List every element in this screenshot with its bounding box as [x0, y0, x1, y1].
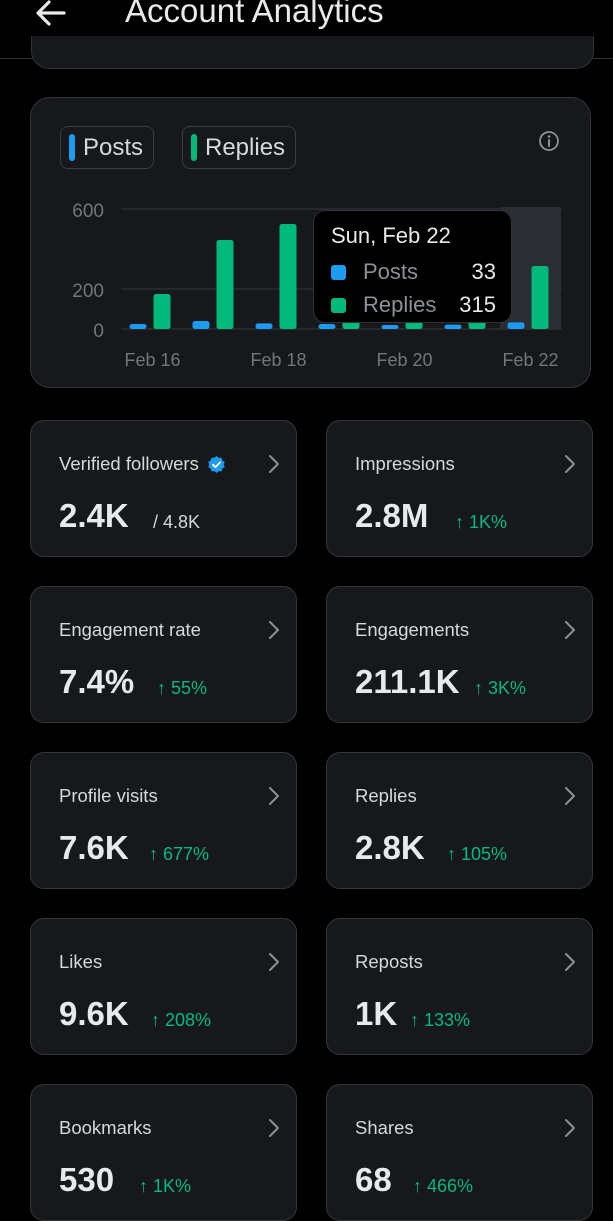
x-tick-label: Feb 20 [376, 350, 432, 370]
stat-card-profile-visits[interactable]: Profile visits 7.6K ↑ 677% [30, 752, 297, 889]
stat-label: Shares [355, 1117, 414, 1138]
legend-posts-toggle[interactable]: Posts [60, 126, 155, 169]
stat-value: 1K [355, 995, 398, 1032]
stat-value: 530 [59, 1161, 115, 1198]
tooltip-replies-swatch [331, 298, 346, 313]
y-tick-label: 200 [72, 281, 104, 302]
stat-card-impressions[interactable]: Impressions 2.8M ↑ 1K% [326, 420, 593, 557]
stat-card-replies[interactable]: Replies 2.8K ↑ 105% [326, 752, 593, 889]
stat-label: Replies [355, 785, 417, 806]
posts-bar [444, 324, 462, 329]
posts-color-swatch [69, 134, 75, 161]
posts-bar [381, 325, 399, 329]
stat-value: 2.4K [59, 497, 129, 534]
tooltip-date: Sun, Feb 22 [331, 223, 451, 248]
stat-card-verified-followers[interactable]: Verified followers 2.4K / 4.8K [30, 420, 297, 557]
stat-change: ↑ 677% [149, 844, 210, 864]
chart-tooltip: Sun, Feb 22 Posts 33 Replies 315 [313, 210, 512, 323]
stat-change: ↑ 55% [157, 678, 208, 698]
page-title: Account Analytics [125, 0, 384, 29]
replies-color-swatch [191, 134, 197, 161]
x-tick-label: Feb 22 [502, 350, 558, 370]
posts-bar [318, 324, 336, 329]
stat-label: Likes [59, 951, 103, 972]
stat-label: Engagement rate [59, 619, 201, 640]
stat-change: ↑ 133% [410, 1010, 471, 1030]
tooltip-posts-row: Posts 33 [331, 258, 496, 286]
posts-bar [192, 321, 210, 329]
chevron-right-icon [269, 1119, 279, 1137]
stat-label: Bookmarks [59, 1117, 152, 1138]
stat-change: ↑ 208% [151, 1010, 212, 1030]
replies-bar [279, 224, 297, 329]
chevron-right-icon [565, 1119, 575, 1137]
verified-badge-icon [208, 455, 225, 473]
stat-value: 68 [355, 1161, 392, 1198]
tooltip-posts-value: 33 [471, 259, 496, 284]
stat-label: Impressions [355, 453, 455, 474]
posts-bar [255, 323, 273, 329]
replies-bar [468, 321, 486, 329]
info-icon[interactable] [538, 130, 560, 152]
y-tick-label: 0 [93, 321, 104, 342]
replies-bar [216, 240, 234, 329]
stat-card-shares[interactable]: Shares 68 ↑ 466% [326, 1084, 593, 1221]
stat-change: ↑ 3K% [474, 678, 527, 698]
tooltip-posts-label: Posts [363, 259, 419, 284]
stat-label-row: Verified followers [59, 453, 226, 475]
chevron-right-icon [269, 621, 279, 639]
chevron-right-icon [565, 455, 575, 473]
replies-bar [153, 294, 171, 329]
back-arrow-icon[interactable] [34, 0, 68, 30]
posts-bar [129, 324, 147, 329]
activity-chart-card: Posts Replies 600 200 0 Feb 16 Feb 18 Feb 20 F… [30, 97, 591, 388]
chevron-right-icon [565, 787, 575, 805]
stat-change: ↑ 1K% [139, 1176, 192, 1196]
stat-value: 2.8M [355, 497, 429, 534]
stat-label: Engagements [355, 619, 470, 640]
stat-value: 7.4% [59, 663, 135, 700]
stat-card-engagement-rate[interactable]: Engagement rate 7.4% ↑ 55% [30, 586, 297, 723]
replies-bar [531, 266, 549, 329]
chevron-right-icon [269, 787, 279, 805]
legend-replies-toggle[interactable]: Replies [182, 126, 297, 169]
stat-change: ↑ 1K% [455, 512, 508, 532]
stat-subvalue: / 4.8K [153, 512, 201, 532]
tooltip-replies-label: Replies [363, 292, 437, 317]
stat-change: ↑ 466% [413, 1176, 474, 1196]
stat-label: Reposts [355, 951, 423, 972]
stat-value: 9.6K [59, 995, 129, 1032]
previous-card [31, 36, 594, 69]
legend-posts-label: Posts [83, 133, 144, 161]
chevron-right-icon [269, 455, 279, 473]
x-tick-label: Feb 18 [250, 350, 306, 370]
chevron-right-icon [565, 953, 575, 971]
x-tick-label: Feb 16 [124, 350, 180, 370]
stat-value: 2.8K [355, 829, 425, 866]
tooltip-replies-value: 315 [459, 292, 496, 317]
stat-card-bookmarks[interactable]: Bookmarks 530 ↑ 1K% [30, 1084, 297, 1221]
stat-value: 211.1K [355, 663, 460, 700]
tooltip-posts-swatch [331, 265, 346, 280]
stat-value: 7.6K [59, 829, 129, 866]
posts-bar [507, 322, 525, 329]
stat-label: Verified followers [59, 453, 199, 474]
stat-card-reposts[interactable]: Reposts 1K ↑ 133% [326, 918, 593, 1055]
stat-card-engagements[interactable]: Engagements 211.1K ↑ 3K% [326, 586, 593, 723]
stat-change: ↑ 105% [447, 844, 508, 864]
tooltip-replies-row: Replies 315 [331, 291, 496, 319]
legend-replies-label: Replies [205, 133, 286, 161]
stat-label: Profile visits [59, 785, 158, 806]
y-tick-label: 600 [72, 201, 104, 222]
chevron-right-icon [269, 953, 279, 971]
stat-card-likes[interactable]: Likes 9.6K ↑ 208% [30, 918, 297, 1055]
chevron-right-icon [565, 621, 575, 639]
